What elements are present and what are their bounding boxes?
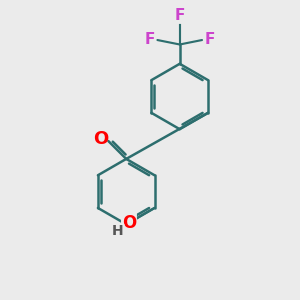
Text: F: F	[175, 8, 185, 23]
Text: H: H	[112, 224, 124, 239]
Text: O: O	[93, 130, 109, 148]
Text: O: O	[122, 214, 136, 232]
Text: F: F	[204, 32, 214, 47]
Text: F: F	[145, 32, 155, 47]
